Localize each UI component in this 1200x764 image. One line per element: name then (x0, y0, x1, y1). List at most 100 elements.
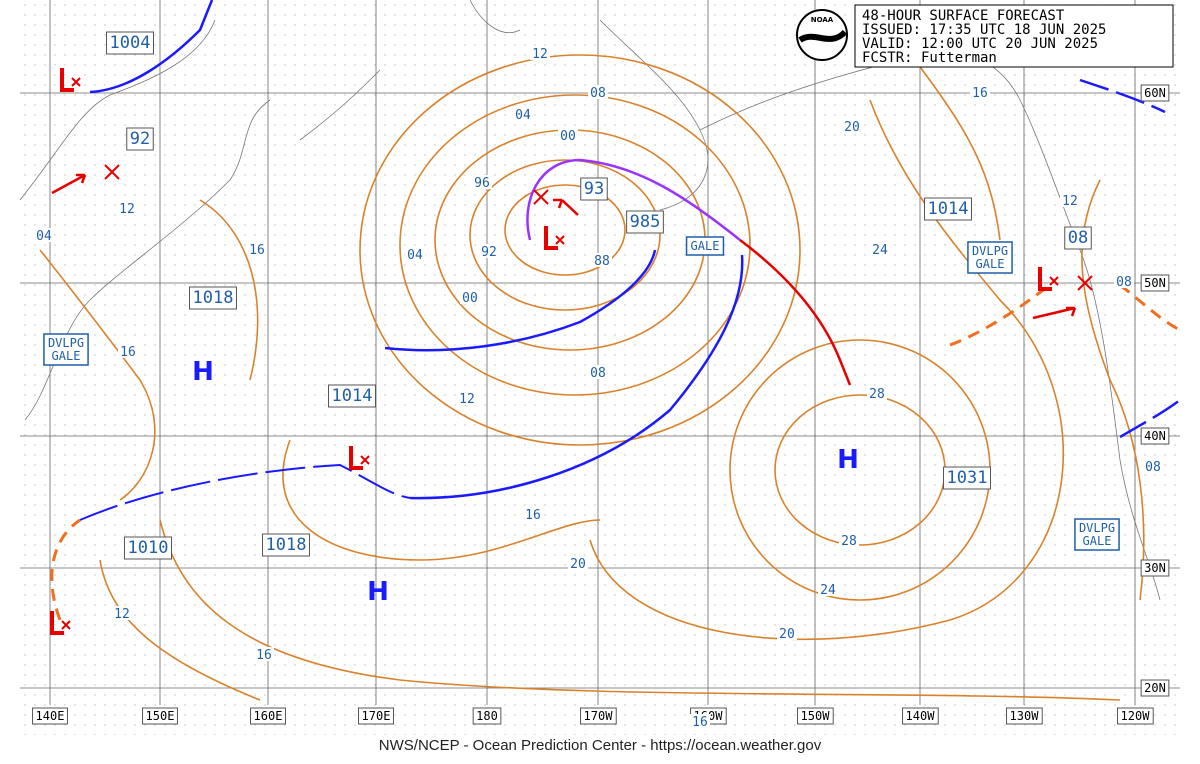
longitude-label-box (1117, 707, 1154, 725)
isobar-label: 24 (872, 243, 888, 258)
pressure-label-box (328, 384, 376, 408)
pressure-label-box (1064, 226, 1092, 250)
low-symbol (1038, 267, 1052, 291)
longitude-label-box (250, 707, 286, 725)
longitude-label: 160E (254, 709, 283, 723)
coastline (19, 0, 1161, 601)
low-x (71, 77, 81, 87)
isobar-label-bg (530, 46, 550, 60)
isobar-label-bg (1114, 274, 1134, 288)
latitude-label-box (1140, 679, 1170, 697)
isobar-label: 88 (594, 254, 610, 269)
pressure-label: 08 (1068, 228, 1088, 248)
isobar-label: 16 (972, 86, 988, 101)
isobar-label-bg (818, 582, 838, 596)
isobar-label-bg (870, 242, 890, 256)
header-line: ISSUED: 17:35 UTC 18 JUN 2025 (862, 22, 1106, 38)
pressure-label: 1018 (266, 535, 307, 555)
isobar-label: 16 (692, 715, 708, 730)
low-symbol (544, 226, 558, 250)
latitude-label: 40N (1144, 429, 1166, 443)
isobar-label: 08 (590, 86, 606, 101)
pressure-label-box (189, 286, 237, 310)
isobar-label-bg (118, 344, 138, 358)
warning-box (967, 241, 1013, 274)
isobar (359, 54, 801, 446)
longitude-label: 140E (36, 709, 65, 723)
high-center: H (837, 445, 859, 475)
isobar-label: 24 (820, 583, 836, 598)
isobar-label: 92 (481, 245, 497, 260)
isobar-label: 16 (525, 508, 541, 523)
isobar-label: 12 (459, 392, 475, 407)
low-symbol (50, 611, 64, 635)
isobar-label-bg (588, 365, 608, 379)
isobar-label: 04 (515, 108, 531, 123)
warning-text: DVLPG (48, 336, 84, 350)
isobar-label: 08 (590, 366, 606, 381)
pressure-label-box (924, 197, 972, 221)
isobar-label-bg (254, 647, 274, 661)
motion-arrow (51, 173, 87, 195)
isobar-label-bg (592, 253, 612, 267)
latitude-label: 20N (1144, 681, 1166, 695)
pressure-label-box (580, 177, 608, 201)
header-line: VALID: 12:00 UTC 20 JUN 2025 (862, 36, 1098, 52)
latitude-label: 60N (1144, 86, 1166, 100)
stationary-front (79, 463, 411, 521)
isobar-label-bg (405, 247, 425, 261)
isobar-label: 16 (249, 243, 265, 258)
longitude-label-box (358, 707, 394, 725)
warning-text: GALE (1083, 534, 1112, 548)
isobar-label: 12 (1062, 194, 1078, 209)
isobar-label-bg (513, 107, 533, 121)
low-x (61, 620, 71, 630)
low-center (1038, 267, 1059, 291)
low-symbol (60, 68, 74, 92)
isobars (39, 39, 1145, 701)
isobar-label: 12 (119, 202, 135, 217)
warm-front (739, 239, 852, 386)
occluded-front (526, 158, 741, 241)
pressure-label: 1018 (193, 288, 234, 308)
warning-box (685, 236, 725, 256)
isobar-label: 04 (36, 229, 52, 244)
isobar-label: 16 (256, 648, 272, 663)
low-center (544, 226, 565, 250)
high-center: H (367, 577, 389, 607)
warning-box (43, 333, 89, 366)
isobar-label: 00 (462, 291, 478, 306)
isobar (282, 439, 601, 561)
longitude-label-box (32, 707, 68, 725)
isobar-label-bg (568, 556, 588, 570)
longitude-label-box (902, 707, 939, 725)
low-center (349, 446, 370, 470)
pressure-label-box (943, 466, 991, 490)
isobar-label-bg (558, 128, 578, 142)
longitude-label: 170E (362, 709, 391, 723)
isobar-label-bg (867, 386, 887, 400)
logo (796, 9, 848, 61)
high-center: H (192, 357, 214, 387)
warning-box (1074, 518, 1120, 551)
low-x (360, 455, 370, 465)
isobar-label-bg (479, 244, 499, 258)
isobar-label: 28 (841, 534, 857, 549)
cold-front (384, 249, 657, 352)
motion-arrow (553, 198, 579, 216)
pressure-label: 985 (630, 212, 661, 232)
isobar-label: 20 (570, 557, 586, 572)
latitude-label-box (1140, 84, 1170, 102)
longitude-label-box (142, 707, 178, 725)
pressure-label: 1014 (332, 386, 373, 406)
isobar-label-bg (112, 606, 132, 620)
longitude-label: 140W (906, 709, 936, 723)
isobar-label-bg (472, 175, 492, 189)
cold-front (409, 254, 744, 500)
latitude-label-box (1140, 274, 1170, 292)
isobar-label: 08 (1145, 460, 1161, 475)
isobar-label-bg (842, 119, 862, 133)
